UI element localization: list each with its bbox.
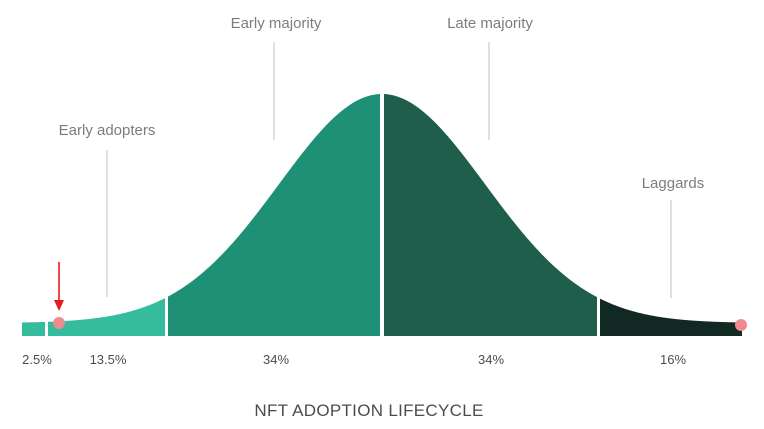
segment-late-majority-area bbox=[384, 94, 597, 336]
percent-late-majority: 34% bbox=[478, 352, 504, 367]
percent-laggards: 16% bbox=[660, 352, 686, 367]
segment-laggards-area bbox=[600, 298, 742, 336]
percent-innovators: 2.5% bbox=[22, 352, 52, 367]
label-early-adopters: Early adopters bbox=[59, 122, 156, 139]
red-arrow-head-icon bbox=[54, 300, 64, 311]
label-late-majority: Late majority bbox=[447, 15, 533, 32]
diagram-title: NFT ADOPTION LIFECYCLE bbox=[254, 401, 483, 420]
segment-early-majority-area bbox=[168, 94, 380, 336]
label-laggards: Laggards bbox=[642, 175, 705, 192]
end-dot-marker bbox=[735, 319, 747, 331]
segment-early-adopters-area bbox=[48, 298, 165, 336]
percent-early-majority: 34% bbox=[263, 352, 289, 367]
segment-innovators-area bbox=[22, 321, 45, 336]
percent-early-adopters: 13.5% bbox=[90, 352, 127, 367]
label-early-majority: Early majority bbox=[231, 15, 322, 32]
start-dot-marker bbox=[53, 317, 65, 329]
